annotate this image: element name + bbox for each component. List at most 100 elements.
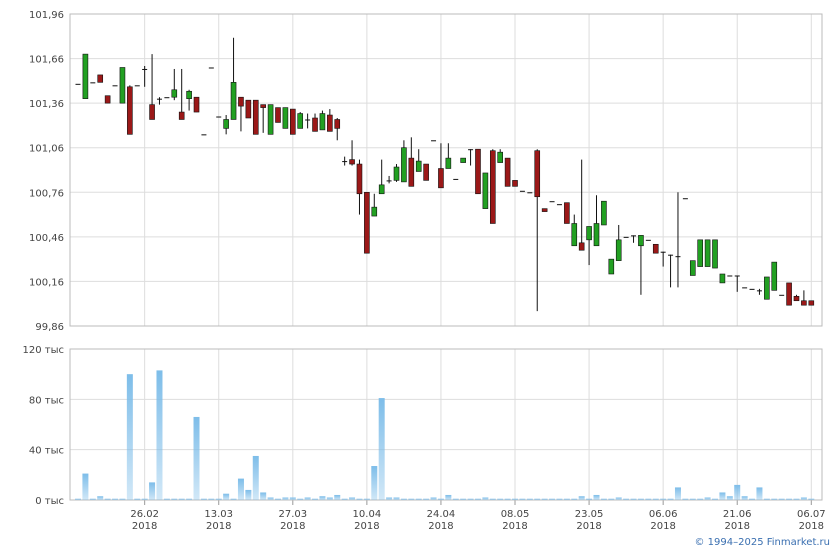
candle-body xyxy=(719,273,726,284)
candle-body xyxy=(386,180,392,182)
candle-body xyxy=(712,239,718,269)
volume-bar xyxy=(312,498,319,500)
volume-bar xyxy=(541,498,548,500)
candle-body xyxy=(349,159,355,165)
x-tick-year: 2018 xyxy=(206,521,231,532)
y-tick-label: 101,66 xyxy=(29,55,64,66)
volume-bar xyxy=(660,498,667,500)
x-tick-year: 2018 xyxy=(280,521,305,532)
candle-body xyxy=(668,254,674,256)
volume-bar xyxy=(326,497,333,500)
candle-body xyxy=(571,223,578,247)
candle-body xyxy=(564,202,570,224)
x-tick-label: 06.07 xyxy=(797,509,826,520)
volume-bar xyxy=(749,498,756,500)
volume-bar xyxy=(437,498,444,500)
candle-body xyxy=(305,119,311,121)
volume-bar xyxy=(208,498,215,500)
volume-bar xyxy=(808,498,815,500)
y-tick-label: 100,46 xyxy=(29,233,64,244)
volume-bar xyxy=(697,498,704,500)
candle-body xyxy=(90,82,96,84)
candle-body xyxy=(689,260,696,276)
candle-body xyxy=(534,150,541,198)
y-tick-label: 99,86 xyxy=(35,322,64,333)
candle-body xyxy=(82,53,89,99)
candle-body xyxy=(497,151,504,163)
volume-bar xyxy=(763,498,770,500)
volume-bar xyxy=(215,498,222,500)
volume-bar xyxy=(778,498,785,500)
candle-body xyxy=(319,113,326,131)
volume-bar xyxy=(223,493,230,500)
candle-body xyxy=(275,107,281,123)
volume-bar xyxy=(726,496,733,500)
volume-bar xyxy=(237,478,244,500)
volume-bar xyxy=(297,498,304,500)
volume-bar xyxy=(637,498,644,500)
volume-bar xyxy=(800,497,807,500)
candle-body xyxy=(727,275,733,277)
volume-bar xyxy=(230,498,237,500)
candle-body xyxy=(749,288,755,290)
candle-body xyxy=(527,192,533,194)
candle-body xyxy=(408,157,415,187)
candle-body xyxy=(489,150,496,224)
volume-bar xyxy=(341,498,348,500)
volume-bar xyxy=(193,416,200,500)
x-tick-year: 2018 xyxy=(132,521,157,532)
candle-body xyxy=(504,157,511,187)
y-tick-label: 101,96 xyxy=(29,10,64,21)
candle-body xyxy=(97,74,104,83)
volume-bar xyxy=(674,487,681,500)
candle-body xyxy=(112,85,118,87)
candle-body xyxy=(541,208,548,212)
volume-bar xyxy=(319,496,326,500)
volume-bar xyxy=(652,498,659,500)
volume-bar xyxy=(793,498,800,500)
x-tick-label: 21.06 xyxy=(723,509,752,520)
volume-bar xyxy=(704,497,711,500)
source: © 1994–2025 Finmarket.ru xyxy=(694,537,830,548)
candle-body xyxy=(230,82,237,120)
x-tick-year: 2018 xyxy=(502,521,527,532)
candle-body xyxy=(156,98,162,100)
candle-body xyxy=(127,86,133,135)
volume-bar xyxy=(75,498,81,500)
candle-body xyxy=(327,114,333,132)
volume-bar xyxy=(756,487,763,500)
volume-bar xyxy=(245,489,252,500)
y-tick-label: 0 тыс xyxy=(35,496,64,507)
candle-body xyxy=(556,204,562,206)
volume-bar xyxy=(563,498,570,500)
candle-body xyxy=(401,147,407,183)
volume-bar xyxy=(571,498,578,500)
volume-bar xyxy=(482,497,489,500)
volume-bar xyxy=(445,494,452,500)
candle-body xyxy=(734,275,740,277)
candle-body xyxy=(201,134,207,136)
candle-body xyxy=(142,68,148,70)
volume-bar xyxy=(97,496,104,500)
x-tick-label: 08.05 xyxy=(501,509,530,520)
candle-body xyxy=(438,168,444,189)
volume-bar xyxy=(452,498,459,500)
x-tick-label: 27.03 xyxy=(278,509,307,520)
y-tick-label: 80 тыс xyxy=(29,395,64,406)
volume-bar xyxy=(89,498,96,500)
y-tick-label: 100,16 xyxy=(29,277,64,288)
volume-bar xyxy=(252,455,259,500)
volume-bar xyxy=(623,498,630,500)
volume-bar xyxy=(104,498,111,500)
candle-body xyxy=(171,89,178,98)
volume-bar xyxy=(512,498,519,500)
candle-body xyxy=(682,198,688,200)
volume-bar xyxy=(615,497,622,500)
volume-bar xyxy=(586,498,593,500)
candle-body xyxy=(475,148,481,195)
x-tick-label: 24.04 xyxy=(427,509,456,520)
volume-bar xyxy=(349,497,356,500)
candle-body xyxy=(652,243,659,254)
volume-bar xyxy=(134,498,141,500)
x-tick-label: 06.06 xyxy=(649,509,678,520)
